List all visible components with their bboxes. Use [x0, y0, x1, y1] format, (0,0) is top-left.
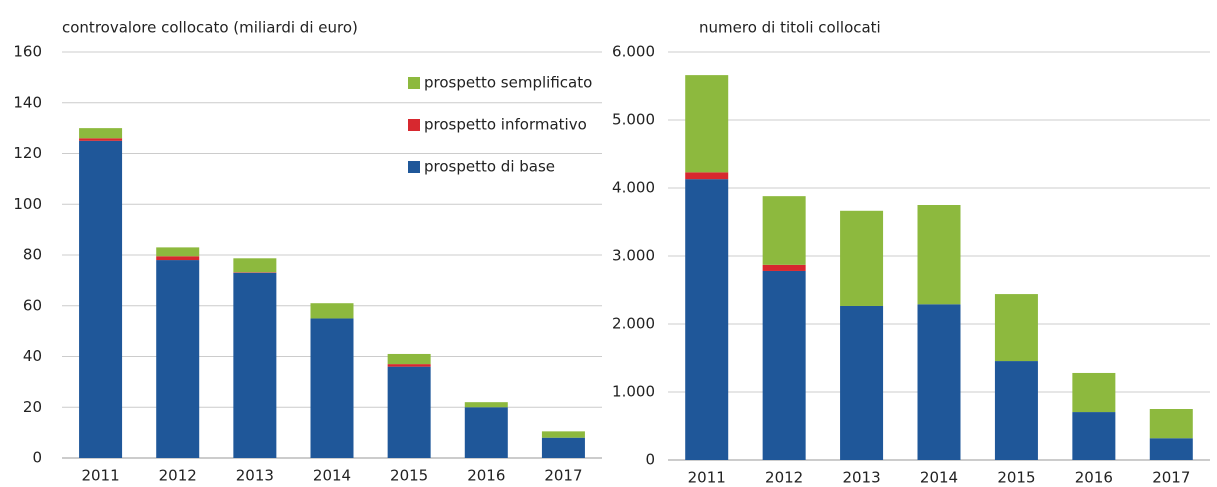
bar-segment [233, 272, 277, 458]
legend-swatch [408, 119, 420, 131]
legend-swatch [408, 161, 420, 173]
y-tick-label: 140 [13, 93, 42, 111]
y-tick-label: 0 [32, 449, 42, 467]
bar-segment [1072, 372, 1116, 413]
bar-segment [917, 304, 961, 460]
chart-title: numero di titoli collocati [699, 19, 881, 37]
bar-segment [685, 179, 729, 460]
x-tick-label: 2015 [390, 467, 428, 485]
y-tick-label: 100 [13, 195, 42, 213]
bar-segment [685, 172, 729, 180]
bar-segment [156, 256, 200, 261]
y-tick-label: 4.000 [612, 179, 655, 197]
x-tick-label: 2014 [920, 469, 958, 487]
legend-swatch [408, 77, 420, 89]
bar-segment [1149, 409, 1193, 439]
bar-segment [156, 260, 200, 458]
x-tick-label: 2015 [997, 469, 1035, 487]
bar-segment [541, 431, 585, 438]
y-tick-label: 80 [23, 246, 42, 264]
x-tick-label: 2014 [313, 467, 351, 485]
bar-segment [1072, 412, 1116, 460]
bar-segment [387, 366, 431, 458]
y-tick-label: 20 [23, 398, 42, 416]
y-tick-label: 60 [23, 296, 42, 314]
bar-segment [994, 294, 1038, 362]
bar-segment [387, 364, 431, 367]
bar-segment [310, 318, 354, 458]
bar-segment [762, 196, 806, 265]
bar-segment [840, 305, 884, 460]
bar-segment [917, 205, 961, 305]
x-tick-label: 2011 [688, 469, 726, 487]
bar-segment [464, 407, 508, 458]
bar-segment [762, 270, 806, 460]
bar-segment [79, 138, 123, 141]
bar-segment [233, 258, 277, 273]
x-tick-label: 2017 [1152, 469, 1190, 487]
y-tick-label: 40 [23, 347, 42, 365]
bar-segment [464, 402, 508, 408]
bar-segment [762, 264, 806, 271]
y-tick-label: 5.000 [612, 111, 655, 129]
bar-segment [233, 272, 277, 273]
y-tick-label: 120 [13, 144, 42, 162]
bar-segment [685, 75, 729, 173]
x-tick-label: 2013 [236, 467, 274, 485]
y-tick-label: 0 [645, 451, 655, 469]
y-tick-label: 3.000 [612, 247, 655, 265]
legend-label: prospetto di base [424, 158, 555, 176]
x-tick-label: 2016 [467, 467, 505, 485]
bar-segment [840, 210, 884, 306]
y-tick-label: 160 [13, 43, 42, 61]
y-tick-label: 6.000 [612, 43, 655, 61]
bar-segment [79, 128, 123, 139]
chart-title: controvalore collocato (miliardi di euro… [62, 19, 358, 37]
y-tick-label: 2.000 [612, 315, 655, 333]
bar-segment [994, 361, 1038, 460]
legend-label: prospetto semplificato [424, 74, 592, 92]
x-tick-label: 2012 [159, 467, 197, 485]
bar-segment [79, 140, 123, 458]
bar-segment [156, 247, 200, 257]
x-tick-label: 2016 [1075, 469, 1113, 487]
x-tick-label: 2013 [842, 469, 880, 487]
bar-segment [310, 303, 354, 319]
x-tick-label: 2012 [765, 469, 803, 487]
legend-label: prospetto informativo [424, 116, 587, 134]
bar-segment [1149, 438, 1193, 460]
bar-segment [541, 437, 585, 458]
y-tick-label: 1.000 [612, 383, 655, 401]
x-tick-label: 2011 [81, 467, 119, 485]
bar-segment [387, 353, 431, 365]
x-tick-label: 2017 [544, 467, 582, 485]
